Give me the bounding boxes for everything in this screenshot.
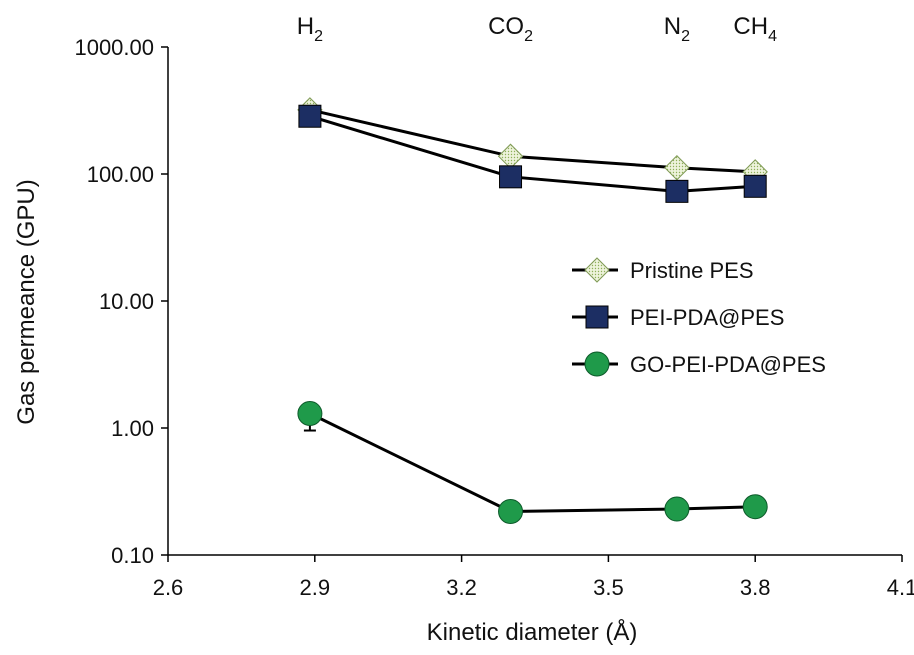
legend-label: Pristine PES	[630, 258, 754, 283]
x-tick-label: 3.5	[593, 575, 624, 600]
x-tick-label: 3.8	[740, 575, 771, 600]
pei-pda-pes-point	[743, 174, 767, 198]
y-axis-title: Gas permeance (GPU)	[13, 179, 40, 424]
gas-labels: H2 CO2 N2 CH4	[297, 13, 777, 45]
pei-pda-pes-point	[298, 104, 322, 128]
go-pei-pda-pes-line	[309, 412, 756, 514]
x-tick-label: 3.2	[446, 575, 477, 600]
gas-label-subscript: 4	[768, 28, 777, 45]
pei-pda-pes-point	[665, 179, 689, 203]
y-tick-label: 1000.00	[74, 35, 154, 60]
x-tick-label: 4.1	[887, 575, 914, 600]
y-tick-label: 10.00	[99, 289, 154, 314]
legend-label: PEI-PDA@PES	[630, 305, 784, 330]
gas-label: H2	[297, 13, 323, 45]
gas-label: CO2	[488, 13, 533, 45]
series	[297, 97, 768, 525]
gas-label-base: H	[297, 13, 314, 40]
axes	[161, 46, 903, 562]
y-tick-label: 0.10	[111, 543, 154, 568]
x-tick-label: 2.9	[300, 575, 331, 600]
gas-label-subscript: 2	[681, 28, 690, 45]
x-axis-title: Kinetic diameter (Å)	[427, 618, 638, 646]
legend-marker-go-pei-pda-pes	[584, 351, 610, 377]
x-tick-label: 2.6	[153, 575, 184, 600]
go-pei-pda-pes-point	[664, 496, 690, 522]
pristine-pes-point	[497, 143, 524, 169]
legend-marker-pei-pda-pes	[585, 305, 609, 329]
legend-label: GO-PEI-PDA@PES	[630, 352, 826, 377]
gas-label: CH4	[733, 13, 777, 45]
gas-label-base: N	[664, 13, 681, 40]
gas-label-base: CO	[488, 13, 524, 40]
gas-label-subscript: 2	[524, 28, 533, 45]
legend-marker-pristine-pes	[584, 257, 610, 283]
gas-label-subscript: 2	[314, 28, 323, 45]
legend: Pristine PES PEI-PDA@PES GO-PEI-PDA@PES	[572, 257, 826, 377]
go-pei-pda-pes-point	[498, 499, 524, 525]
pristine-pes-line	[309, 108, 756, 174]
gas-label-base: CH	[733, 13, 768, 40]
y-tick-label: 1.00	[111, 416, 154, 441]
go-pei-pda-pes-point	[297, 401, 323, 427]
tick-labels: 1000.00 100.00 10.00 1.00 0.10 2.6 2.9 3.2 3.5 3.…	[74, 35, 914, 600]
gas-label: N2	[664, 13, 690, 45]
pristine-pes-point	[664, 155, 690, 181]
go-pei-pda-pes-point	[742, 494, 768, 520]
pei-pda-pes-point	[499, 165, 523, 189]
pei-pda-pes-line	[309, 114, 756, 193]
y-tick-label: 100.00	[87, 162, 154, 187]
